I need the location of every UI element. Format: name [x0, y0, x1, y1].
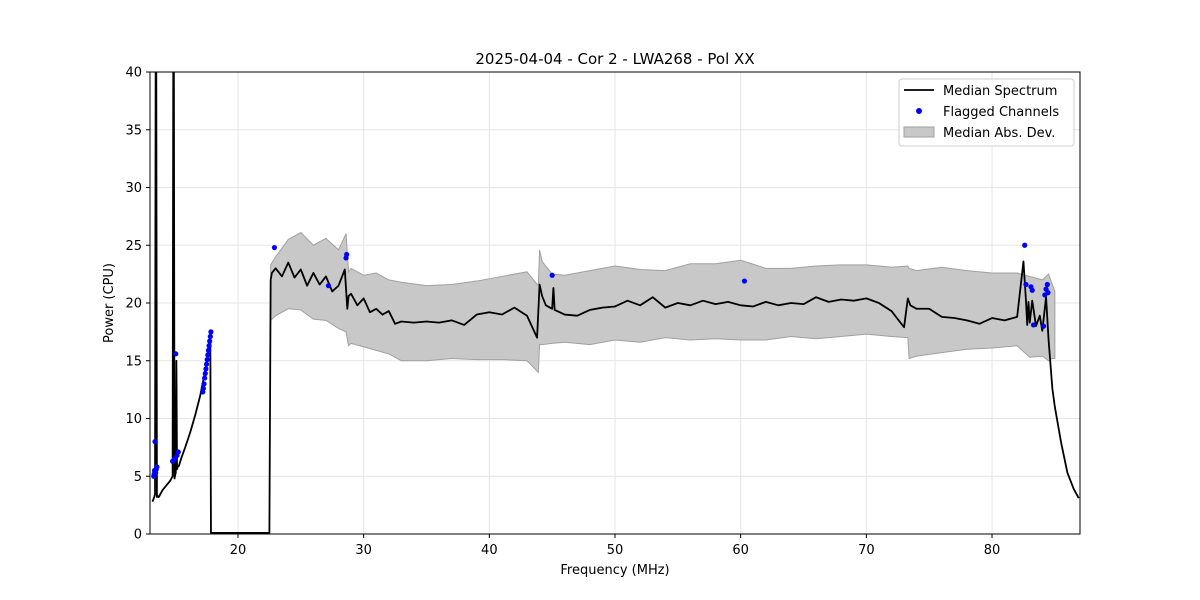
chart-title: 2025-04-04 - Cor 2 - LWA268 - Pol XX	[475, 50, 754, 68]
flagged-channel-point	[154, 464, 160, 470]
flagged-channel-point	[201, 381, 207, 387]
y-axis-ticks: 0 5 10 15 20 25 30 35 40	[125, 66, 150, 543]
x-axis-ticks: 20 30 40 50 60 70 80	[230, 534, 1001, 558]
legend-box	[898, 78, 1075, 147]
flagged-channel-point	[152, 439, 158, 445]
flagged-channel-point	[203, 361, 210, 367]
y-tick-label: 35	[125, 123, 142, 138]
x-axis-label: Frequency (MHz)	[560, 563, 669, 578]
y-tick-label: 25	[125, 239, 142, 254]
x-tick-label: 70	[858, 543, 875, 558]
flagged-channel-point	[205, 352, 211, 358]
y-tick-label: 30	[125, 181, 142, 196]
x-tick-label: 60	[732, 543, 749, 558]
flagged-channel-point	[204, 356, 210, 363]
flagged-channel-point	[1029, 287, 1035, 293]
y-tick-label: 15	[125, 354, 142, 369]
plot-area	[151, 72, 1080, 534]
flagged-channel-point	[1022, 242, 1028, 248]
flagged-channel-point	[1030, 322, 1037, 328]
flagged-channel-point	[173, 351, 179, 357]
legend-median-spectrum: Median Spectrum	[943, 84, 1057, 99]
legend-flagged-channels: Flagged Channels	[943, 105, 1059, 120]
flagged-channels-points	[151, 242, 1051, 479]
flagged-channel-point	[202, 370, 208, 377]
flagged-channel-point	[1044, 281, 1050, 288]
flagged-channel-point	[208, 329, 214, 335]
x-tick-label: 50	[607, 543, 624, 558]
legend-median-abs-dev: Median Abs. Dev.	[943, 126, 1055, 141]
x-tick-label: 20	[230, 543, 247, 558]
flagged-channel-point	[203, 366, 209, 372]
x-tick-label: 30	[355, 543, 372, 558]
flagged-channel-point	[205, 347, 212, 353]
median-spectrum-line	[151, 72, 1080, 534]
legend-dot-swatch	[916, 108, 922, 114]
flagged-channel-point	[207, 338, 213, 344]
legend-band-swatch	[903, 126, 935, 138]
flagged-channel-point	[549, 272, 555, 278]
y-tick-label: 5	[134, 470, 142, 485]
flagged-channel-point	[741, 278, 748, 284]
flagged-channel-point	[1040, 323, 1047, 329]
legend: Median Spectrum Flagged Channels Median …	[898, 78, 1075, 147]
flagged-channel-point	[202, 375, 208, 381]
flagged-channel-point	[175, 449, 181, 455]
x-tick-label: 40	[481, 543, 498, 558]
flagged-channel-point	[325, 283, 332, 289]
y-tick-label: 40	[125, 66, 142, 81]
x-tick-label: 80	[984, 543, 1001, 558]
flagged-channel-point	[271, 244, 278, 251]
y-tick-label: 20	[125, 297, 142, 312]
y-tick-label: 10	[125, 412, 142, 427]
flagged-channel-point	[200, 385, 207, 392]
flagged-channel-point	[206, 343, 212, 349]
flagged-channel-point	[344, 251, 350, 258]
y-axis-label: Power (CPU)	[102, 263, 117, 343]
flagged-channel-point	[207, 333, 213, 340]
flagged-channel-point	[1023, 281, 1029, 288]
median-abs-dev-band	[270, 231, 1056, 374]
flagged-channel-point	[1045, 290, 1051, 296]
y-tick-label: 0	[134, 528, 142, 543]
